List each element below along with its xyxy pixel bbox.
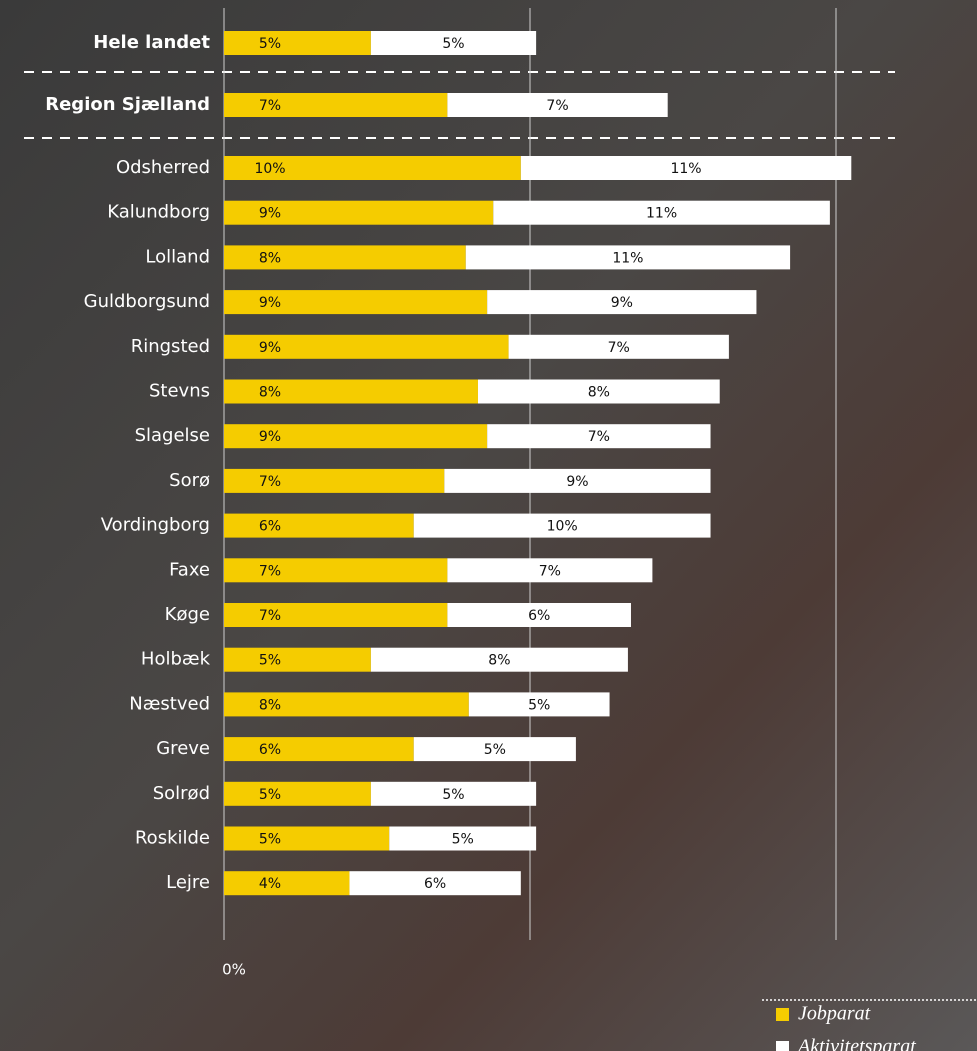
legend-label: Aktivitetsparat — [796, 1036, 916, 1051]
value-label: 7% — [259, 474, 281, 490]
value-label: 6% — [424, 876, 446, 892]
legend-swatch — [776, 1008, 789, 1021]
value-label: 7% — [259, 563, 281, 579]
bar-segment — [224, 827, 389, 851]
y-tick-label: Region Sjælland — [45, 94, 210, 115]
value-label: 5% — [452, 832, 474, 848]
value-label: 8% — [259, 385, 281, 401]
legend-label: Jobparat — [798, 1003, 871, 1025]
y-tick-label: Holbæk — [141, 649, 211, 670]
y-tick-label: Stevns — [149, 381, 210, 402]
value-label: 8% — [259, 697, 281, 713]
bar-segment — [224, 603, 447, 627]
value-label: 10% — [547, 519, 578, 535]
value-label: 7% — [539, 563, 561, 579]
value-label: 8% — [488, 653, 510, 669]
value-label: 6% — [259, 519, 281, 535]
y-tick-label: Odsherred — [116, 157, 210, 178]
y-tick-label: Sorø — [169, 470, 210, 491]
bar-segment — [224, 558, 447, 582]
value-label: 6% — [528, 608, 550, 624]
value-label: 5% — [484, 742, 506, 758]
value-label: 11% — [670, 161, 701, 177]
value-label: 5% — [528, 697, 550, 713]
bar-segment — [224, 514, 414, 538]
value-label: 7% — [608, 340, 630, 356]
y-tick-label: Vordingborg — [101, 515, 210, 536]
value-label: 8% — [259, 250, 281, 266]
bar-segment — [224, 93, 447, 117]
y-tick-label: Hele landet — [93, 32, 210, 53]
y-tick-label: Lolland — [145, 246, 210, 267]
value-label: 11% — [612, 250, 643, 266]
y-tick-label: Lejre — [166, 872, 210, 893]
bar-segment — [224, 871, 349, 895]
y-tick-label: Slagelse — [135, 425, 210, 446]
value-label: 8% — [588, 385, 610, 401]
value-label: 5% — [259, 787, 281, 803]
value-label: 6% — [259, 742, 281, 758]
value-label: 5% — [259, 653, 281, 669]
value-label: 9% — [259, 340, 281, 356]
value-label: 4% — [259, 876, 281, 892]
bar-segment — [224, 31, 371, 55]
value-label: 9% — [259, 295, 281, 311]
value-label: 5% — [442, 787, 464, 803]
y-tick-label: Næstved — [129, 693, 210, 714]
bar-segment — [224, 737, 414, 761]
value-label: 9% — [611, 295, 633, 311]
value-label: 9% — [259, 429, 281, 445]
y-tick-label: Faxe — [169, 559, 210, 580]
chart: 5% 5% 7% 7% 10% 11% 9% 11% 8% 11% 9% 9% 9% 7% 8% 8% 9% 7%… — [0, 0, 977, 1051]
y-tick-label: Roskilde — [135, 828, 210, 849]
bar-segment — [224, 469, 444, 493]
legend-swatch — [776, 1041, 789, 1051]
y-tick-label: Greve — [156, 738, 210, 759]
y-tick-label: Ringsted — [131, 336, 210, 357]
value-label: 9% — [566, 474, 588, 490]
value-label: 7% — [259, 608, 281, 624]
value-label: 7% — [546, 98, 568, 114]
y-tick-label: Kalundborg — [107, 202, 210, 223]
bar-segment — [224, 648, 371, 672]
value-label: 7% — [259, 98, 281, 114]
value-label: 11% — [646, 206, 677, 222]
value-label: 5% — [259, 832, 281, 848]
value-label: 9% — [259, 206, 281, 222]
value-label: 5% — [442, 36, 464, 52]
value-label: 7% — [588, 429, 610, 445]
value-label: 5% — [259, 36, 281, 52]
y-tick-label: Køge — [165, 604, 210, 625]
y-tick-label: Guldborgsund — [84, 291, 210, 312]
value-label: 10% — [254, 161, 285, 177]
y-tick-label: Solrød — [153, 783, 210, 804]
bar-segment — [224, 782, 371, 806]
x-tick-label: 0% — [222, 961, 246, 979]
page: 5% 5% 7% 7% 10% 11% 9% 11% 8% 11% 9% 9% 9% 7% 8% 8% 9% 7%… — [0, 0, 977, 1051]
